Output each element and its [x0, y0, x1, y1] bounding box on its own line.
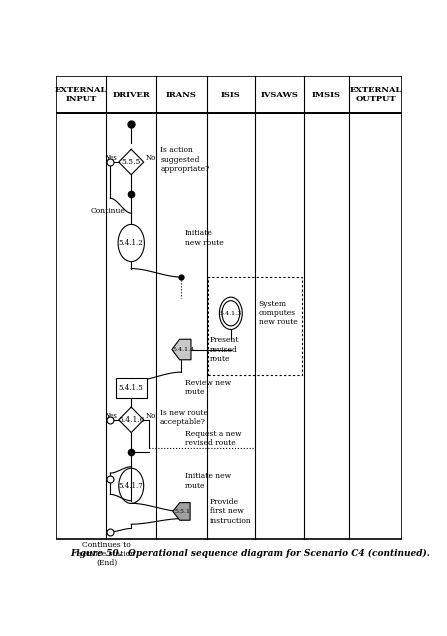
Bar — [208, 277, 302, 375]
Text: No: No — [145, 412, 156, 420]
Text: Initiate new
route: Initiate new route — [185, 473, 231, 490]
Text: IMSIS: IMSIS — [312, 91, 341, 99]
Text: 5.4.1.2: 5.4.1.2 — [119, 239, 143, 247]
Text: Continues to
service station
(End): Continues to service station (End) — [79, 541, 135, 567]
Text: Present
revised
route: Present revised route — [210, 336, 240, 363]
Text: EXTERNAL
OUTPUT: EXTERNAL OUTPUT — [349, 86, 402, 103]
Text: System
computes
new route: System computes new route — [258, 300, 297, 326]
Text: Yes: Yes — [105, 154, 117, 162]
Text: Figure 50.  Operational sequence diagram for Scenario C4 (continued).: Figure 50. Operational sequence diagram … — [70, 550, 430, 558]
Polygon shape — [172, 339, 191, 360]
Text: 5.4.1.4: 5.4.1.4 — [172, 347, 194, 352]
Text: Request a new
revised route: Request a new revised route — [185, 430, 241, 447]
Text: Is new route
acceptable?: Is new route acceptable? — [160, 409, 208, 426]
FancyBboxPatch shape — [56, 113, 402, 539]
Polygon shape — [173, 502, 190, 520]
Text: Is action
suggested
appropriate?: Is action suggested appropriate? — [160, 146, 210, 173]
FancyBboxPatch shape — [56, 76, 402, 113]
Text: Initiate
new route: Initiate new route — [185, 230, 224, 247]
Text: 5.4.1.5: 5.4.1.5 — [119, 384, 143, 392]
Text: DRIVER: DRIVER — [112, 91, 150, 99]
Text: 5.4.1.6: 5.4.1.6 — [118, 416, 144, 424]
Text: 5.5.5: 5.5.5 — [122, 158, 141, 166]
Text: 5.4.1.3: 5.4.1.3 — [220, 311, 242, 316]
Text: No: No — [145, 154, 156, 162]
Text: IRANS: IRANS — [166, 91, 197, 99]
Text: Continue: Continue — [91, 207, 126, 215]
FancyBboxPatch shape — [116, 378, 147, 398]
Text: IVSAWS: IVSAWS — [261, 91, 298, 99]
Text: 5.5.1: 5.5.1 — [174, 509, 190, 514]
Text: 5.4.1.7: 5.4.1.7 — [119, 482, 143, 490]
Text: EXTERNAL
INPUT: EXTERNAL INPUT — [55, 86, 107, 103]
Text: ISIS: ISIS — [221, 91, 240, 99]
Text: Review new
route: Review new route — [185, 379, 231, 396]
Text: Yes: Yes — [105, 412, 117, 420]
Text: Provide
first new
instruction: Provide first new instruction — [210, 498, 252, 525]
